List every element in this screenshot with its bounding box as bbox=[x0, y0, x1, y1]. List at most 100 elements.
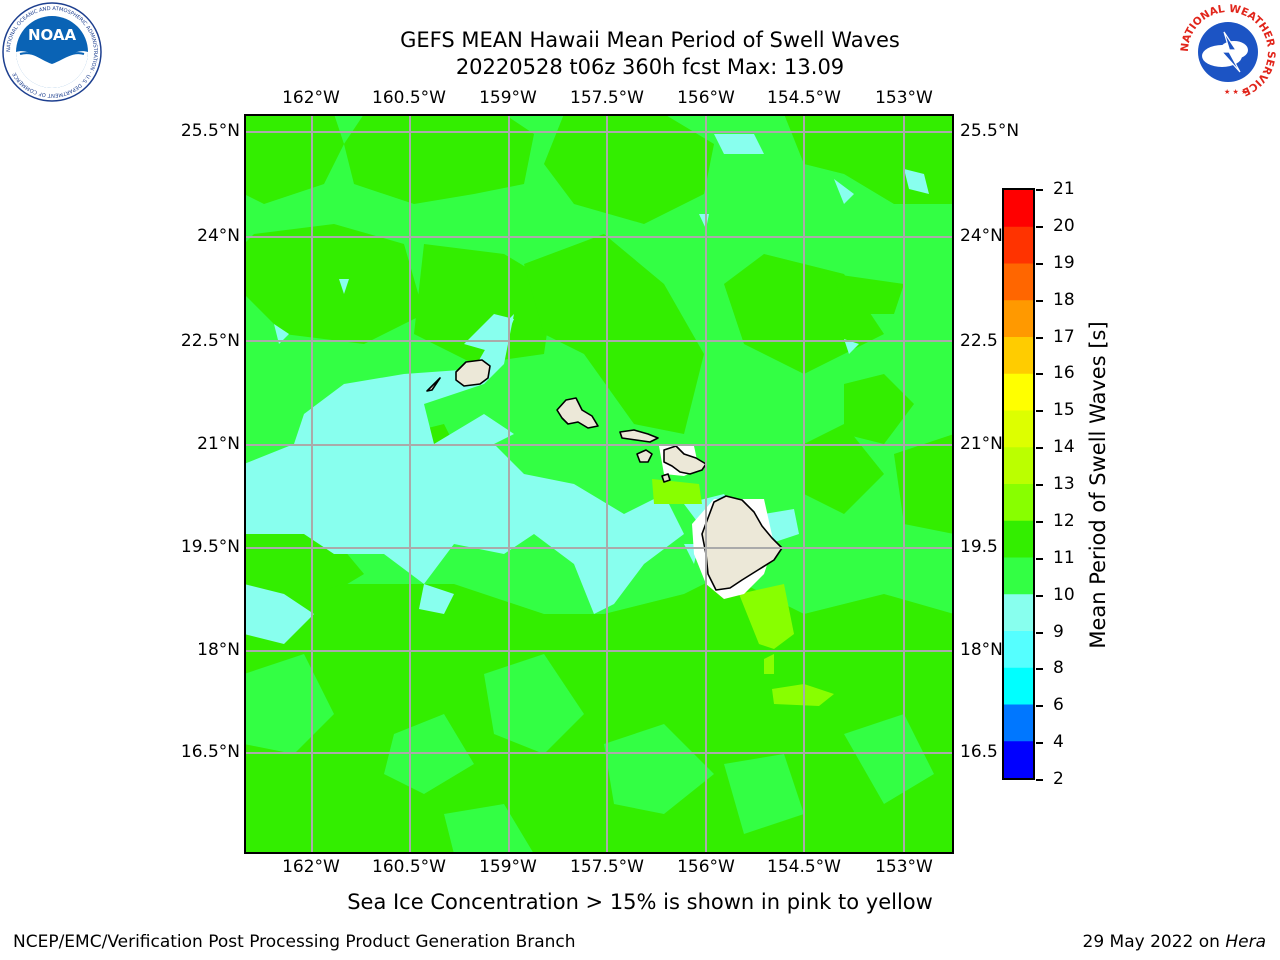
lon-label-top: 153°W bbox=[875, 88, 933, 108]
island-kauai bbox=[455, 359, 491, 387]
colorbar-tick-mark bbox=[1036, 225, 1043, 228]
footer-host: Hera bbox=[1225, 932, 1266, 952]
colorbar-swatch bbox=[1004, 704, 1033, 742]
lat-label-right: 18°N bbox=[960, 640, 1003, 660]
colorbar-tick-label: 21 bbox=[1053, 179, 1075, 199]
colorbar-tick-mark bbox=[1036, 594, 1043, 597]
colorbar-tick-label: 4 bbox=[1053, 732, 1064, 753]
colorbar-tick-mark bbox=[1036, 779, 1043, 781]
lon-label-bottom: 154.5°W bbox=[767, 857, 841, 877]
lat-label-left: 19.5°N bbox=[180, 537, 240, 557]
lat-label-right: 21°N bbox=[960, 434, 1003, 454]
lat-label-left: 16.5°N bbox=[180, 742, 240, 762]
lon-label-top: 159°W bbox=[479, 88, 537, 108]
footer-branch: NCEP/EMC/Verification Post Processing Pr… bbox=[13, 932, 576, 952]
noaa-logo-text: NOAA bbox=[28, 26, 77, 44]
contour-12-13s bbox=[652, 479, 834, 706]
colorbar-tick-label: 19 bbox=[1053, 252, 1075, 273]
lon-label-bottom: 157.5°W bbox=[570, 857, 644, 877]
colorbar-tick-mark bbox=[1036, 447, 1043, 450]
colorbar-tick-mark bbox=[1036, 742, 1043, 745]
colorbar-tick-mark bbox=[1036, 631, 1043, 634]
colorbar-swatch bbox=[1004, 226, 1033, 264]
lon-label-top: 156°W bbox=[677, 88, 735, 108]
footer-date-text: 29 May 2022 on bbox=[1082, 932, 1226, 952]
colorbar-swatch bbox=[1004, 484, 1033, 522]
lat-label-right: 25.5°N bbox=[960, 121, 1020, 141]
lat-label-left: 21°N bbox=[197, 434, 240, 454]
island-lanai bbox=[636, 449, 653, 463]
colorbar-tick-mark bbox=[1036, 373, 1043, 376]
chart-title-line2: 20220528 t06z 360h fcst Max: 13.09 bbox=[455, 55, 845, 79]
map-panel bbox=[244, 114, 954, 854]
colorbar bbox=[1002, 188, 1035, 780]
colorbar-tick-label: 2 bbox=[1053, 769, 1064, 789]
colorbar-tick-label: 18 bbox=[1053, 289, 1075, 310]
colorbar-tick-mark bbox=[1036, 299, 1043, 302]
lon-label-bottom: 159°W bbox=[479, 857, 537, 877]
colorbar-swatch bbox=[1004, 631, 1033, 669]
nws-logo: NATIONAL WEATHER SERVICE ★ ★ ★ bbox=[1179, 3, 1277, 100]
lat-label-right: 24°N bbox=[960, 226, 1003, 246]
colorbar-tick-mark bbox=[1036, 484, 1043, 486]
colorbar-tick-label: 6 bbox=[1053, 695, 1064, 716]
colorbar-tick-label: 16 bbox=[1053, 363, 1075, 384]
colorbar-tick-mark bbox=[1036, 668, 1043, 671]
colorbar-tick-label: 9 bbox=[1053, 621, 1064, 642]
colorbar-tick-label: 17 bbox=[1053, 326, 1075, 347]
map-frame bbox=[244, 114, 954, 854]
colorbar-tick-label: 20 bbox=[1053, 215, 1075, 236]
colorbar-swatch bbox=[1004, 741, 1033, 779]
colorbar-swatch bbox=[1004, 520, 1033, 558]
lat-label-left: 25.5°N bbox=[180, 121, 240, 141]
colorbar-tick-label: 13 bbox=[1053, 474, 1075, 494]
lat-label-right: 16.5 bbox=[960, 742, 998, 762]
island-maui bbox=[663, 445, 707, 475]
colorbar-frame bbox=[1002, 188, 1035, 780]
colorbar-tick-label: 15 bbox=[1053, 400, 1075, 421]
lat-label-right: 19.5 bbox=[960, 537, 998, 557]
lat-label-left: 18°N bbox=[197, 640, 240, 660]
colorbar-tick-mark bbox=[1036, 520, 1043, 523]
colorbar-tick-mark bbox=[1036, 410, 1043, 413]
island-kahoolawe bbox=[661, 473, 671, 483]
colorbar-swatch bbox=[1004, 373, 1033, 411]
colorbar-tick-label: 10 bbox=[1053, 584, 1075, 605]
chart-title-line1: GEFS MEAN Hawaii Mean Period of Swell Wa… bbox=[400, 28, 900, 52]
gridlines bbox=[244, 114, 954, 854]
svg-text:★ ★ ★: ★ ★ ★ bbox=[1224, 88, 1247, 96]
lon-label-bottom: 153°W bbox=[875, 857, 933, 877]
colorbar-tick-label: 11 bbox=[1053, 547, 1075, 568]
sea-ice-caption: Sea Ice Concentration > 15% is shown in … bbox=[347, 890, 933, 914]
colorbar-swatch bbox=[1004, 447, 1033, 485]
colorbar-tick-label: 8 bbox=[1053, 658, 1064, 679]
lon-label-top: 154.5°W bbox=[767, 88, 841, 108]
lon-label-top: 162°W bbox=[282, 88, 340, 108]
island-niihau bbox=[426, 377, 441, 392]
colorbar-swatch bbox=[1004, 410, 1033, 448]
lat-label-right: 22.5 bbox=[960, 331, 998, 351]
lon-label-top: 157.5°W bbox=[570, 88, 644, 108]
colorbar-swatch bbox=[1004, 337, 1033, 375]
colorbar-swatches bbox=[1004, 190, 1033, 779]
colorbar-tick-mark bbox=[1036, 336, 1043, 339]
noaa-logo: NATIONAL OCEANIC AND ATMOSPHERIC ADMINIS… bbox=[2, 2, 102, 102]
colorbar-swatch bbox=[1004, 263, 1033, 301]
footer-date: 29 May 2022 on Hera bbox=[1083, 932, 1267, 952]
colorbar-label: Mean Period of Swell Waves [s] bbox=[1086, 321, 1110, 649]
colorbar-swatch bbox=[1004, 594, 1033, 632]
island-oahu bbox=[556, 397, 599, 429]
colorbar-tick-label: 14 bbox=[1053, 437, 1075, 458]
colorbar-tick-mark bbox=[1036, 557, 1043, 560]
colorbar-swatch bbox=[1004, 190, 1033, 228]
lat-label-left: 22.5°N bbox=[180, 331, 240, 351]
island-molokai bbox=[619, 429, 659, 443]
colorbar-swatch bbox=[1004, 557, 1033, 595]
colorbar-tick-label: 12 bbox=[1053, 510, 1075, 531]
colorbar-swatch bbox=[1004, 667, 1033, 705]
lat-label-left: 24°N bbox=[197, 226, 240, 246]
colorbar-swatch bbox=[1004, 300, 1033, 338]
colorbar-tick-mark bbox=[1036, 705, 1043, 708]
lon-label-top: 160.5°W bbox=[372, 88, 446, 108]
lon-label-bottom: 156°W bbox=[677, 857, 735, 877]
